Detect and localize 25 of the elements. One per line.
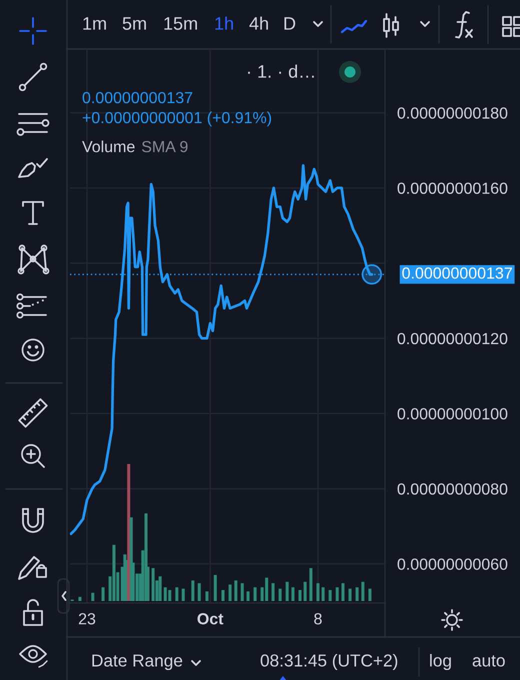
text: D xyxy=(284,17,296,30)
annotation: 0.00000000137 xyxy=(82,92,192,104)
text: auto xyxy=(472,655,505,667)
text: 15m xyxy=(164,17,197,30)
annotation: · 1. · d… xyxy=(248,64,314,78)
y-tick-label: 0.00000000060 xyxy=(398,558,508,570)
y-tick-label: 0.00000000080 xyxy=(398,483,508,495)
chart-title: Volume xyxy=(82,140,135,152)
text: 5m xyxy=(122,17,146,30)
x-tick-label: 23 xyxy=(78,613,96,624)
y-tick-label: 0.00000000180 xyxy=(398,107,508,119)
y-tick-label: 0.00000000160 xyxy=(398,182,508,194)
x-tick-label: Oct xyxy=(198,613,224,624)
text: 08:31:45 (UTC+2) xyxy=(260,654,398,670)
y-tick-label: 0.00000000120 xyxy=(398,332,508,344)
ref-line-label: 0.00000000137 xyxy=(402,267,512,279)
text: 1h xyxy=(215,16,233,30)
x-tick-label: 8 xyxy=(314,613,322,624)
text: Date Range xyxy=(92,654,182,670)
y-tick-label: 0.00000000100 xyxy=(398,408,508,420)
text: 4h xyxy=(249,16,268,30)
chart-subtitle: SMA 9 xyxy=(142,140,188,152)
annotation: +0.00000000001 (+0.91%) xyxy=(82,112,272,126)
text: 1m xyxy=(83,17,106,30)
text: log xyxy=(430,654,451,670)
